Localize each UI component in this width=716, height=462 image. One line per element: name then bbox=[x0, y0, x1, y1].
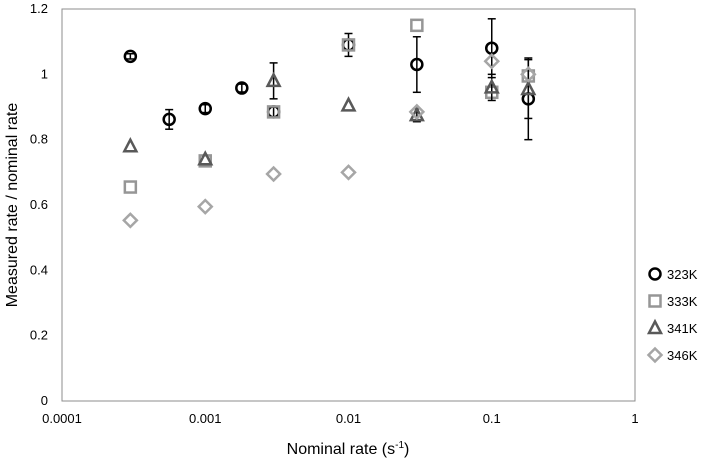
error-bar bbox=[412, 36, 421, 94]
data-point-square bbox=[266, 105, 281, 119]
y-tick-label: 0 bbox=[41, 393, 48, 408]
legend-marker-circle bbox=[648, 267, 662, 281]
data-point-square bbox=[123, 180, 138, 194]
legend-marker-square bbox=[648, 294, 662, 308]
data-point-circle bbox=[198, 101, 212, 116]
data-point-square bbox=[410, 18, 424, 33]
error-bar bbox=[269, 62, 278, 100]
legend-label: 341K bbox=[667, 321, 698, 336]
legend-marker-triangle bbox=[646, 318, 664, 335]
y-tick-label: 0.6 bbox=[30, 197, 48, 212]
data-point-triangle bbox=[340, 96, 357, 112]
y-tick-label: 1.2 bbox=[30, 1, 48, 16]
data-point-circle bbox=[410, 57, 424, 72]
y-tick-label: 1 bbox=[41, 66, 48, 81]
data-point-triangle bbox=[483, 78, 500, 94]
legend: 323K 333K 341K 346K bbox=[646, 267, 698, 364]
y-tick-label: 0.8 bbox=[30, 132, 48, 147]
data-marks bbox=[122, 18, 537, 229]
data-point-triangle bbox=[197, 150, 214, 166]
data-point-diamond bbox=[340, 164, 357, 181]
data-point-diamond bbox=[122, 212, 139, 229]
data-point-diamond bbox=[520, 66, 537, 83]
x-axis-ticks: 0.0001 0.001 0.01 0.1 1 bbox=[42, 411, 639, 426]
data-point-circle bbox=[235, 81, 249, 95]
data-point-square bbox=[341, 38, 356, 52]
data-point-diamond bbox=[483, 52, 501, 70]
legend-label: 323K bbox=[667, 267, 698, 282]
x-axis-title: Nominal rate (s-1) bbox=[287, 440, 410, 458]
x-tick-label: 1 bbox=[631, 411, 638, 426]
x-tick-label: 0.01 bbox=[336, 411, 361, 426]
data-point-triangle bbox=[520, 79, 537, 96]
legend-label: 333K bbox=[667, 294, 698, 309]
x-tick-label: 0.0001 bbox=[42, 411, 82, 426]
error-bar bbox=[126, 53, 135, 60]
data-point-circle bbox=[162, 112, 176, 127]
data-point-circle bbox=[123, 49, 138, 64]
series-346K bbox=[122, 52, 537, 229]
y-axis-ticks: 0 0.2 0.4 0.6 0.8 1 1.2 bbox=[30, 1, 48, 408]
data-point-diamond bbox=[265, 165, 282, 183]
y-tick-label: 0.2 bbox=[30, 328, 48, 343]
legend-label: 346K bbox=[667, 348, 698, 363]
x-tick-label: 0.001 bbox=[189, 411, 222, 426]
data-point-triangle bbox=[122, 136, 139, 153]
plot-area bbox=[61, 8, 636, 402]
y-tick-label: 0.4 bbox=[30, 262, 48, 277]
legend-marker-diamond bbox=[646, 346, 664, 364]
data-point-diamond bbox=[196, 198, 214, 215]
error-bar bbox=[344, 32, 353, 58]
data-point-triangle bbox=[265, 71, 282, 88]
y-axis-title: Measured rate / nominal rate bbox=[4, 103, 21, 308]
data-point-diamond bbox=[408, 103, 426, 121]
x-tick-label: 0.1 bbox=[483, 411, 501, 426]
series-341K bbox=[122, 58, 537, 166]
